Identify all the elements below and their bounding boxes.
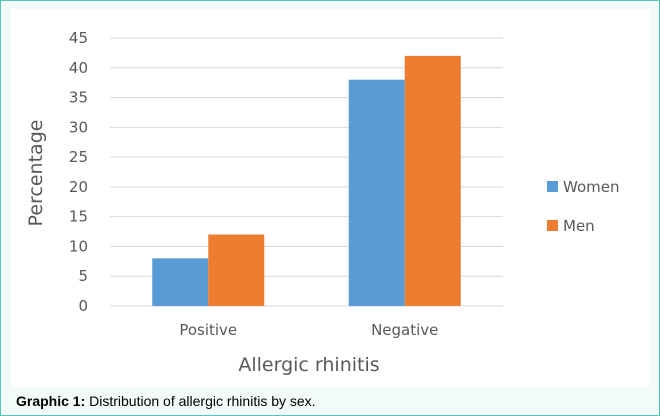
x-axis-label: Allergic rhinitis: [238, 354, 379, 376]
y-tick-label: 40: [69, 59, 88, 77]
y-axis-label: Percentage: [25, 120, 47, 227]
legend-swatch-men: [547, 220, 558, 231]
y-tick-label: 10: [69, 237, 88, 255]
x-tick-label: Negative: [371, 321, 438, 339]
bar-women-negative: [348, 79, 405, 306]
y-tick-label: 5: [78, 267, 88, 285]
y-tick-label: 30: [69, 118, 88, 136]
y-tick-label: 25: [69, 148, 88, 166]
y-tick-label: 0: [78, 297, 88, 315]
figure-caption: Graphic 1: Distribution of allergic rhin…: [16, 393, 316, 409]
x-tick-label: Positive: [179, 321, 237, 339]
y-tick-label: 15: [69, 208, 88, 226]
bar-women-positive: [152, 258, 209, 306]
legend-label-men: Men: [563, 217, 595, 235]
legend-swatch-women: [547, 181, 558, 192]
y-tick-label: 35: [69, 89, 88, 107]
caption-text: Distribution of allergic rhinitis by sex…: [85, 393, 316, 409]
bar-men-negative: [404, 55, 461, 306]
chart-panel: [11, 9, 649, 387]
bar-men-positive: [208, 234, 265, 306]
y-tick-label: 45: [69, 29, 88, 47]
y-tick-label: 20: [69, 178, 88, 196]
legend-label-women: Women: [563, 178, 619, 196]
caption-label: Graphic 1:: [16, 393, 86, 409]
